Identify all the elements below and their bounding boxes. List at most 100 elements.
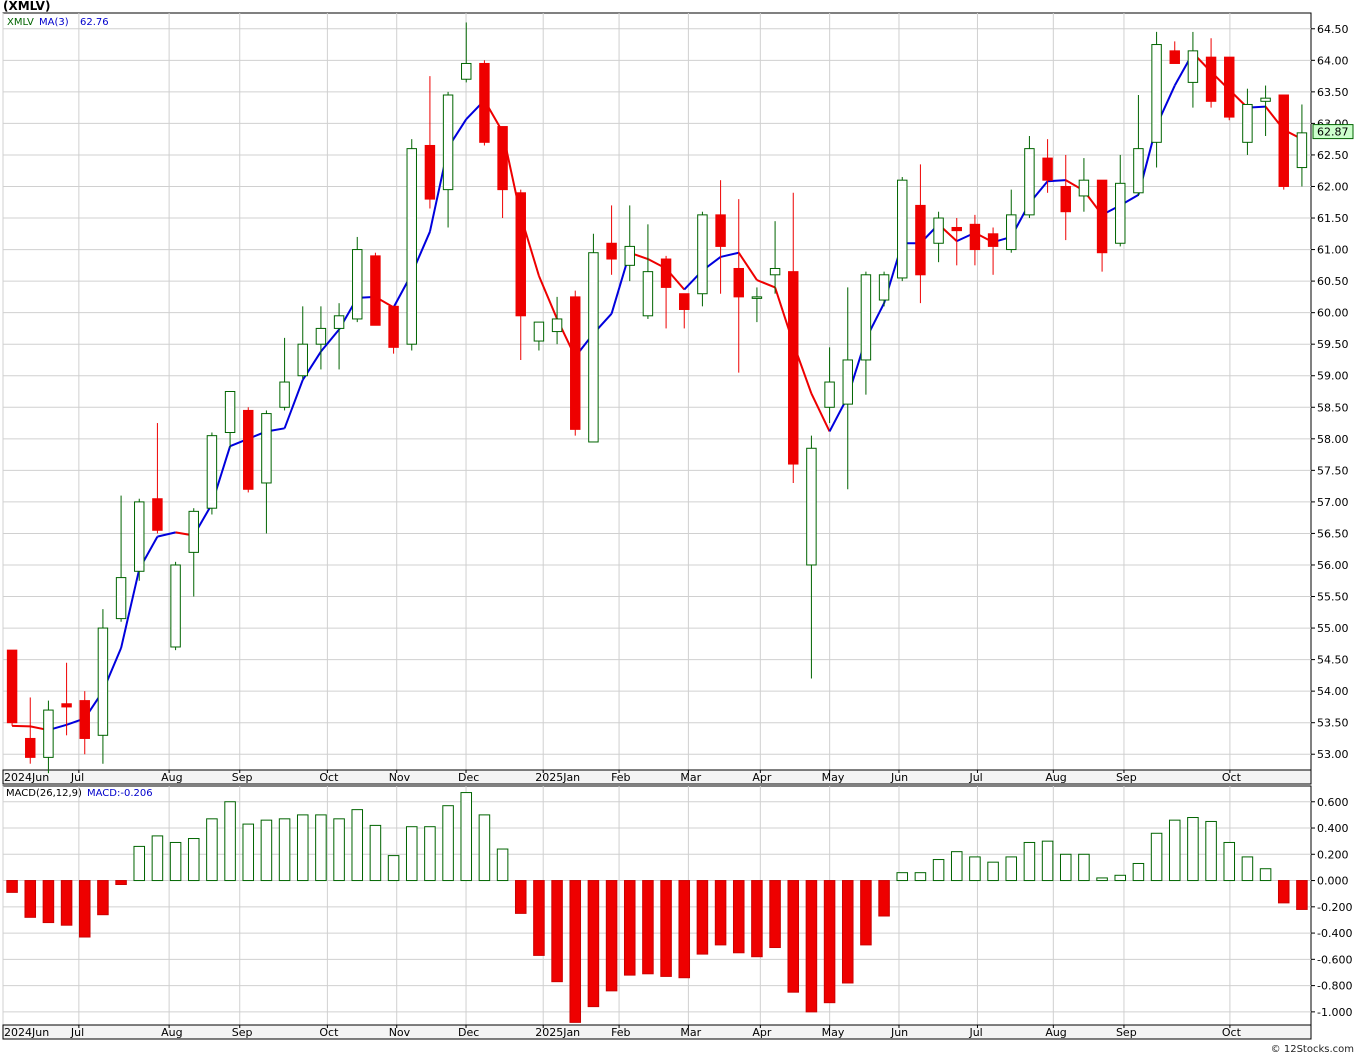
candle-body — [733, 267, 744, 298]
candle-body — [533, 321, 545, 342]
macd-bar — [478, 814, 491, 882]
macd-bar — [1005, 856, 1018, 882]
macd-bar — [642, 880, 654, 975]
candle-body — [1260, 97, 1271, 102]
candle-body — [115, 577, 127, 620]
x-axis-tick-label: Jul — [968, 1026, 982, 1039]
macd-bar — [714, 880, 727, 946]
candle-body — [206, 435, 218, 509]
macd-y-tick-label: -0.800 — [1317, 980, 1352, 993]
x-axis-tick-label: Dec — [458, 771, 479, 784]
price-y-tick-label: 58.00 — [1317, 433, 1349, 446]
candle-body — [424, 144, 436, 200]
candle-body — [715, 214, 726, 247]
macd-bar — [1187, 817, 1199, 882]
price-y-tick-label: 56.00 — [1317, 559, 1349, 572]
price-legend-ma-label: MA(3) — [39, 17, 69, 28]
price-y-tick-label: 64.50 — [1317, 23, 1349, 36]
price-y-tick-label: 55.50 — [1317, 591, 1349, 604]
candle-body — [1115, 182, 1126, 244]
x-axis-tick-label: Sep — [232, 1026, 253, 1039]
candle-body — [1242, 103, 1253, 143]
macd-bar — [1277, 880, 1290, 904]
macd-y-tick-label: 0.000 — [1317, 875, 1349, 888]
candle-body — [642, 271, 654, 317]
macd-bar — [24, 880, 37, 918]
macd-bar — [1078, 853, 1090, 882]
x-axis-tick-label: 2024Jun — [4, 1026, 49, 1039]
candle-body — [388, 305, 399, 348]
candle-body — [697, 214, 708, 295]
macd-bar — [424, 826, 436, 882]
x-axis-tick-label: 2025Jan — [535, 771, 580, 784]
candle-body — [897, 179, 908, 279]
price-y-tick-label: 62.50 — [1317, 149, 1349, 162]
x-axis-band — [2, 1024, 1312, 1040]
x-axis-tick-label: Dec — [458, 1026, 479, 1039]
x-axis-tick-label: Oct — [1222, 771, 1242, 784]
macd-bar — [78, 880, 91, 938]
candle-body — [497, 126, 508, 191]
price-y-tick-label: 59.00 — [1317, 370, 1349, 383]
candle-body — [188, 510, 199, 553]
macd-bar — [405, 826, 418, 882]
candle-body — [1205, 56, 1217, 102]
macd-bar — [896, 872, 909, 882]
candle-body — [987, 233, 999, 247]
x-axis-tick-label: Mar — [680, 771, 701, 784]
macd-bar — [932, 859, 945, 882]
candle-body — [1151, 44, 1162, 143]
x-axis-tick-label: Sep — [1116, 771, 1137, 784]
macd-bar — [569, 880, 582, 1023]
chart-title: (XMLV) — [3, 0, 51, 13]
macd-legend-value: MACD:-0.206 — [87, 788, 153, 799]
candle-body — [1224, 56, 1235, 118]
candle-body — [1060, 185, 1071, 213]
candle-body — [152, 498, 163, 531]
macd-bar — [260, 819, 273, 882]
last-price-tag — [1312, 124, 1354, 140]
candle-body — [1024, 148, 1035, 216]
macd-bar — [732, 880, 745, 954]
x-axis-tick-label: Jul — [70, 1026, 84, 1039]
x-axis-tick-label: Aug — [161, 1026, 182, 1039]
price-y-tick-label: 54.00 — [1317, 685, 1349, 698]
x-axis-tick-label: Apr — [752, 1026, 772, 1039]
candle-body — [824, 381, 835, 408]
macd-bar — [787, 880, 800, 993]
site-credit: © 12Stocks.com — [1270, 1044, 1354, 1055]
macd-bar — [1223, 841, 1236, 882]
x-axis-tick-label: Nov — [389, 1026, 411, 1039]
candle-body — [660, 258, 672, 288]
candle-body — [1133, 148, 1144, 194]
price-y-tick-label: 62.00 — [1317, 180, 1349, 193]
x-axis-tick-label: Oct — [319, 771, 339, 784]
candle-body — [1078, 179, 1090, 197]
macd-bar — [769, 880, 781, 949]
macd-bar — [914, 872, 927, 882]
candle-body — [315, 327, 327, 345]
candle-body — [461, 62, 472, 80]
candle-body — [1169, 50, 1180, 64]
candle-body — [297, 343, 308, 377]
price-y-tick-label: 61.00 — [1317, 244, 1349, 257]
x-axis-tick-label: Mar — [680, 1026, 701, 1039]
macd-y-tick-label: -0.200 — [1317, 901, 1352, 914]
x-axis-tick-label: Jul — [968, 771, 982, 784]
macd-bar — [169, 841, 182, 882]
x-axis-tick-label: Aug — [1045, 1026, 1066, 1039]
candle-body — [61, 703, 72, 708]
candle-body — [442, 94, 454, 191]
macd-bar — [660, 880, 672, 977]
macd-bar — [97, 880, 109, 916]
x-axis-tick-label: Aug — [161, 771, 182, 784]
macd-bar — [587, 880, 600, 1008]
macd-y-tick-label: -1.000 — [1317, 1006, 1352, 1019]
candle-body — [933, 217, 944, 244]
macd-bar — [42, 880, 55, 924]
candle-body — [1296, 132, 1308, 169]
macd-bar — [206, 818, 218, 882]
candle-body — [1042, 157, 1053, 181]
macd-bar — [133, 845, 146, 882]
